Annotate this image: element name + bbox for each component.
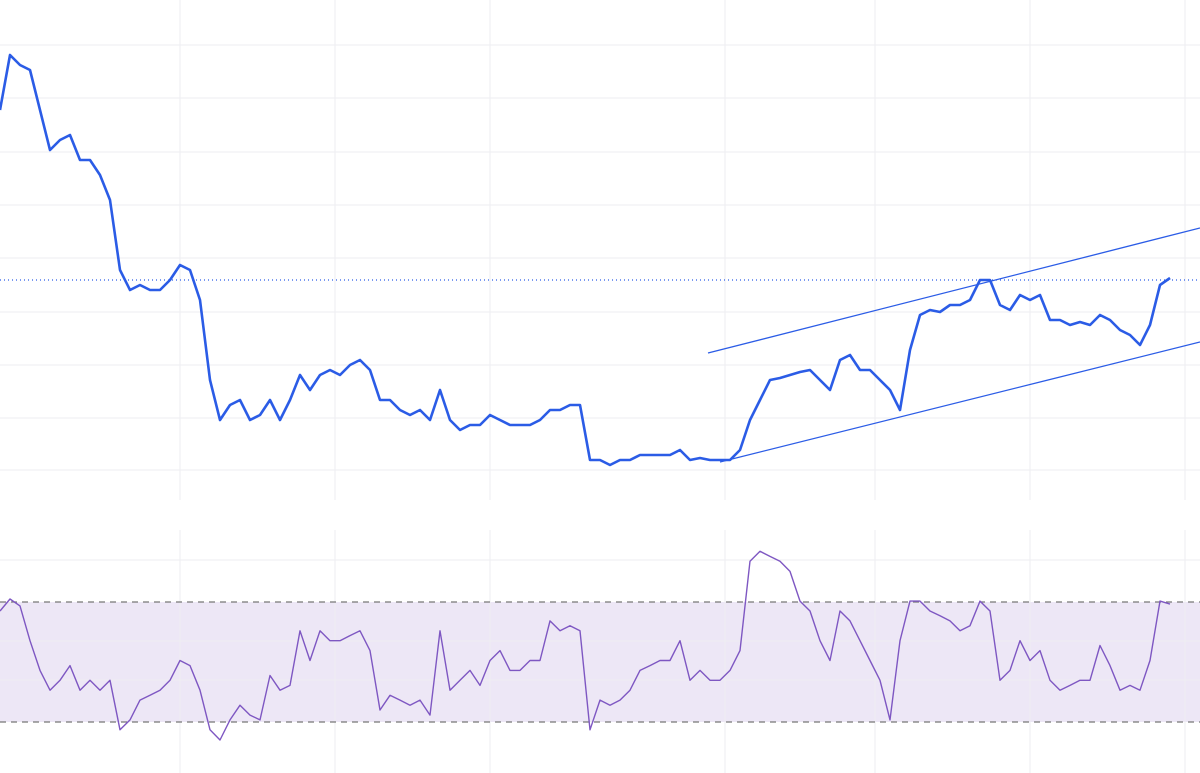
channel-line <box>719 341 1200 463</box>
series-line <box>0 550 1171 741</box>
channel-line <box>707 227 1200 354</box>
series-line <box>0 53 1171 467</box>
